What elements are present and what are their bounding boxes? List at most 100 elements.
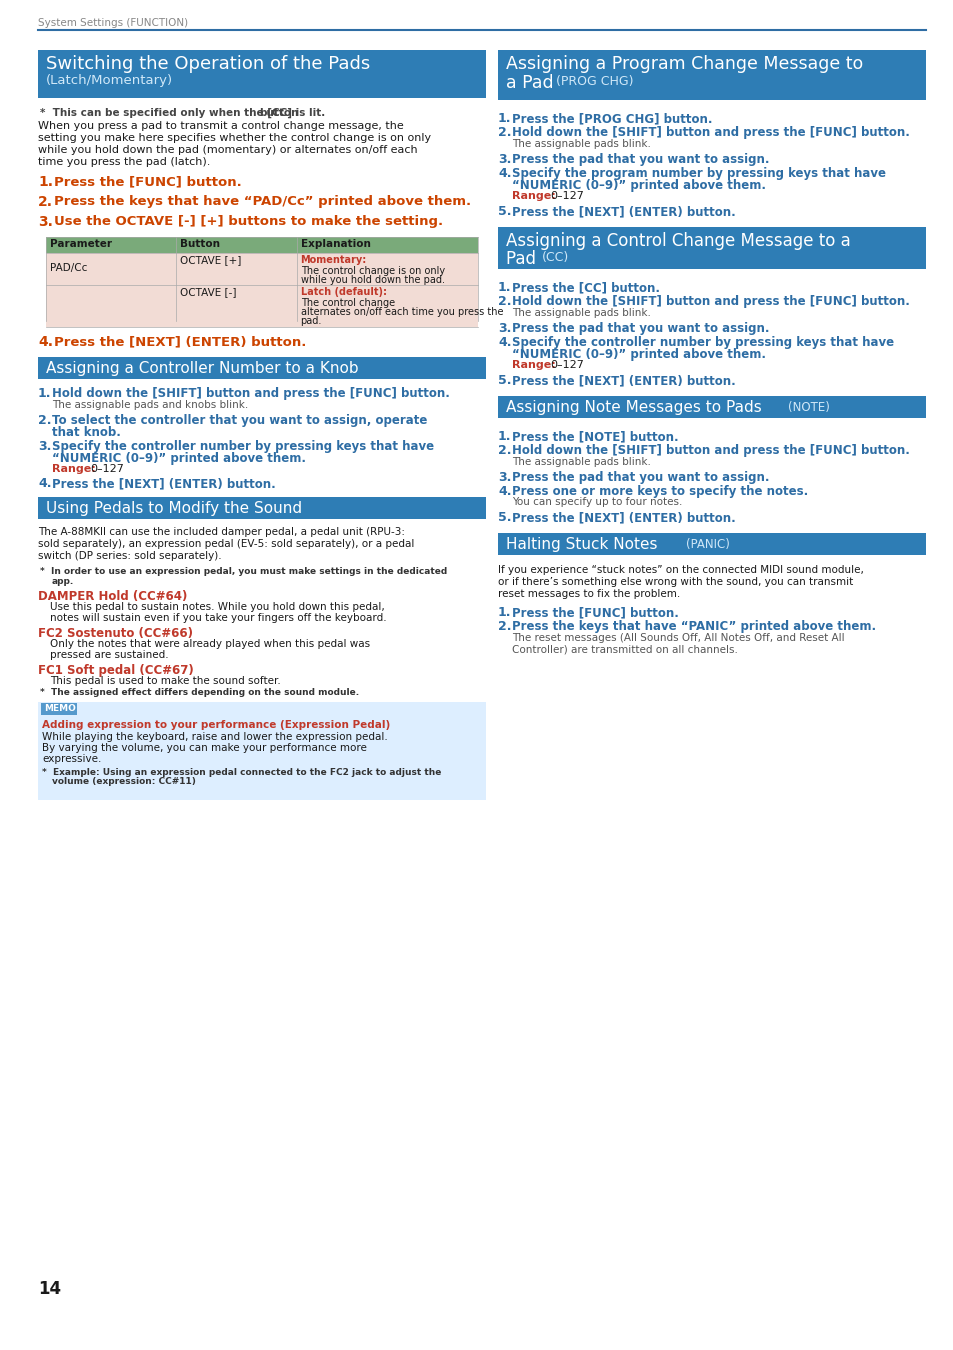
Text: while you hold down the pad (momentary) or alternates on/off each: while you hold down the pad (momentary) … bbox=[38, 144, 417, 155]
Text: Press the [PROG CHG] button.: Press the [PROG CHG] button. bbox=[512, 112, 712, 126]
Text: Specify the controller number by pressing keys that have: Specify the controller number by pressin… bbox=[52, 440, 434, 454]
Text: 3.: 3. bbox=[38, 440, 51, 454]
Text: Assigning a Control Change Message to a: Assigning a Control Change Message to a bbox=[505, 232, 850, 250]
Bar bbox=[46, 252, 477, 285]
Text: pressed are sustained.: pressed are sustained. bbox=[50, 649, 169, 660]
Text: Only the notes that were already played when this pedal was: Only the notes that were already played … bbox=[50, 639, 370, 649]
Text: If you experience “stuck notes” on the connected MIDI sound module,: If you experience “stuck notes” on the c… bbox=[497, 566, 863, 575]
Text: (CC): (CC) bbox=[541, 251, 569, 265]
Bar bbox=[38, 702, 485, 801]
Text: Press the [NEXT] (ENTER) button.: Press the [NEXT] (ENTER) button. bbox=[512, 205, 735, 217]
Bar bbox=[46, 238, 477, 252]
Text: The reset messages (All Sounds Off, All Notes Off, and Reset All: The reset messages (All Sounds Off, All … bbox=[512, 633, 843, 643]
Text: Parameter: Parameter bbox=[50, 239, 112, 248]
Text: Assigning a Controller Number to a Knob: Assigning a Controller Number to a Knob bbox=[46, 360, 358, 377]
Bar bbox=[497, 396, 925, 418]
Text: 1.: 1. bbox=[497, 281, 511, 294]
Text: Press one or more keys to specify the notes.: Press one or more keys to specify the no… bbox=[512, 485, 807, 498]
Text: To select the controller that you want to assign, operate: To select the controller that you want t… bbox=[52, 414, 427, 427]
Text: This pedal is used to make the sound softer.: This pedal is used to make the sound sof… bbox=[50, 676, 280, 686]
Text: 1.: 1. bbox=[38, 176, 53, 189]
Text: 5.: 5. bbox=[497, 205, 511, 217]
Text: “NUMERIC (0–9)” printed above them.: “NUMERIC (0–9)” printed above them. bbox=[512, 348, 765, 360]
Bar bbox=[46, 285, 477, 327]
Text: Press the pad that you want to assign.: Press the pad that you want to assign. bbox=[512, 323, 769, 335]
Text: The A-88MKII can use the included damper pedal, a pedal unit (RPU-3:: The A-88MKII can use the included damper… bbox=[38, 526, 405, 537]
Text: button: button bbox=[258, 108, 298, 117]
Text: While playing the keyboard, raise and lower the expression pedal.: While playing the keyboard, raise and lo… bbox=[42, 732, 387, 742]
Text: 5.: 5. bbox=[497, 374, 511, 387]
Text: PAD/Cc: PAD/Cc bbox=[50, 263, 88, 273]
Text: Press the pad that you want to assign.: Press the pad that you want to assign. bbox=[512, 471, 769, 485]
Text: (NOTE): (NOTE) bbox=[787, 401, 829, 414]
Text: 4.: 4. bbox=[497, 336, 511, 350]
Text: Press the [NEXT] (ENTER) button.: Press the [NEXT] (ENTER) button. bbox=[512, 374, 735, 387]
Text: 14: 14 bbox=[38, 1280, 61, 1297]
Text: or if there’s something else wrong with the sound, you can transmit: or if there’s something else wrong with … bbox=[497, 576, 852, 587]
Text: The assignable pads blink.: The assignable pads blink. bbox=[512, 139, 650, 148]
Text: The assignable pads blink.: The assignable pads blink. bbox=[512, 308, 650, 319]
Text: FC2 Sostenuto (CC#66): FC2 Sostenuto (CC#66) bbox=[38, 626, 193, 640]
Text: OCTAVE [+]: OCTAVE [+] bbox=[179, 255, 241, 265]
Text: 1.: 1. bbox=[38, 387, 51, 400]
Text: Specify the controller number by pressing keys that have: Specify the controller number by pressin… bbox=[512, 336, 893, 350]
Text: 0–127: 0–127 bbox=[550, 190, 583, 201]
Text: time you press the pad (latch).: time you press the pad (latch). bbox=[38, 157, 211, 167]
Text: switch (DP series: sold separately).: switch (DP series: sold separately). bbox=[38, 551, 221, 562]
Text: is lit.: is lit. bbox=[292, 108, 325, 117]
Text: You can specify up to four notes.: You can specify up to four notes. bbox=[512, 497, 681, 508]
Text: Press the [FUNC] button.: Press the [FUNC] button. bbox=[54, 176, 241, 188]
Text: *  Example: Using an expression pedal connected to the FC2 jack to adjust the: * Example: Using an expression pedal con… bbox=[42, 768, 441, 778]
Text: OCTAVE [-]: OCTAVE [-] bbox=[179, 288, 235, 297]
Text: Press the [NEXT] (ENTER) button.: Press the [NEXT] (ENTER) button. bbox=[512, 512, 735, 524]
Text: Press the [CC] button.: Press the [CC] button. bbox=[512, 281, 659, 294]
Bar bbox=[38, 497, 485, 518]
Text: The assignable pads blink.: The assignable pads blink. bbox=[512, 458, 650, 467]
Text: setting you make here specifies whether the control change is on only: setting you make here specifies whether … bbox=[38, 134, 431, 143]
Bar bbox=[497, 50, 925, 100]
Text: 2.: 2. bbox=[497, 296, 511, 308]
Text: Assigning Note Messages to Pads: Assigning Note Messages to Pads bbox=[505, 400, 766, 414]
Text: Range:: Range: bbox=[52, 464, 95, 474]
Text: When you press a pad to transmit a control change message, the: When you press a pad to transmit a contr… bbox=[38, 122, 403, 131]
Text: 2.: 2. bbox=[38, 414, 51, 427]
Text: (PANIC): (PANIC) bbox=[685, 539, 729, 551]
Text: Press the [FUNC] button.: Press the [FUNC] button. bbox=[512, 606, 679, 620]
Text: 0–127: 0–127 bbox=[550, 360, 583, 370]
Text: Hold down the [SHIFT] button and press the [FUNC] button.: Hold down the [SHIFT] button and press t… bbox=[512, 296, 909, 308]
Text: Pad: Pad bbox=[505, 250, 540, 269]
Text: app.: app. bbox=[52, 576, 74, 586]
Text: FC1 Soft pedal (CC#67): FC1 Soft pedal (CC#67) bbox=[38, 664, 193, 676]
Text: DAMPER Hold (CC#64): DAMPER Hold (CC#64) bbox=[38, 590, 187, 603]
Text: *  In order to use an expression pedal, you must make settings in the dedicated: * In order to use an expression pedal, y… bbox=[40, 567, 447, 576]
Text: By varying the volume, you can make your performance more: By varying the volume, you can make your… bbox=[42, 743, 367, 753]
Text: that knob.: that knob. bbox=[52, 427, 121, 439]
Text: reset messages to fix the problem.: reset messages to fix the problem. bbox=[497, 589, 679, 599]
Text: Latch (default):: Latch (default): bbox=[300, 288, 386, 297]
Text: 0–127: 0–127 bbox=[90, 464, 124, 474]
Text: Adding expression to your performance (Expression Pedal): Adding expression to your performance (E… bbox=[42, 720, 390, 730]
Text: The control change: The control change bbox=[300, 298, 395, 308]
Text: pad.: pad. bbox=[300, 316, 321, 325]
Text: Press the keys that have “PAD/Cc” printed above them.: Press the keys that have “PAD/Cc” printe… bbox=[54, 194, 471, 208]
Text: 3.: 3. bbox=[497, 471, 511, 485]
Text: Press the pad that you want to assign.: Press the pad that you want to assign. bbox=[512, 153, 769, 166]
Text: The control change is on only: The control change is on only bbox=[300, 266, 444, 275]
Text: sold separately), an expression pedal (EV-5: sold separately), or a pedal: sold separately), an expression pedal (E… bbox=[38, 539, 414, 549]
Text: 1.: 1. bbox=[497, 431, 511, 443]
Text: a Pad: a Pad bbox=[505, 74, 558, 92]
Text: alternates on/off each time you press the: alternates on/off each time you press th… bbox=[300, 306, 502, 317]
Text: (PROG CHG): (PROG CHG) bbox=[556, 76, 633, 88]
Text: 3.: 3. bbox=[38, 215, 52, 230]
Text: Button: Button bbox=[179, 239, 219, 248]
Text: Hold down the [SHIFT] button and press the [FUNC] button.: Hold down the [SHIFT] button and press t… bbox=[512, 126, 909, 139]
Text: Use the OCTAVE [-] [+] buttons to make the setting.: Use the OCTAVE [-] [+] buttons to make t… bbox=[54, 215, 442, 228]
Text: 5.: 5. bbox=[497, 512, 511, 524]
Text: Controller) are transmitted on all channels.: Controller) are transmitted on all chann… bbox=[512, 644, 737, 653]
Text: 1.: 1. bbox=[497, 112, 511, 126]
Text: (Latch/Momentary): (Latch/Momentary) bbox=[46, 74, 172, 86]
Text: while you hold down the pad.: while you hold down the pad. bbox=[300, 275, 444, 285]
Text: Momentary:: Momentary: bbox=[300, 255, 366, 265]
Text: 4.: 4. bbox=[497, 485, 511, 498]
Text: expressive.: expressive. bbox=[42, 755, 101, 764]
